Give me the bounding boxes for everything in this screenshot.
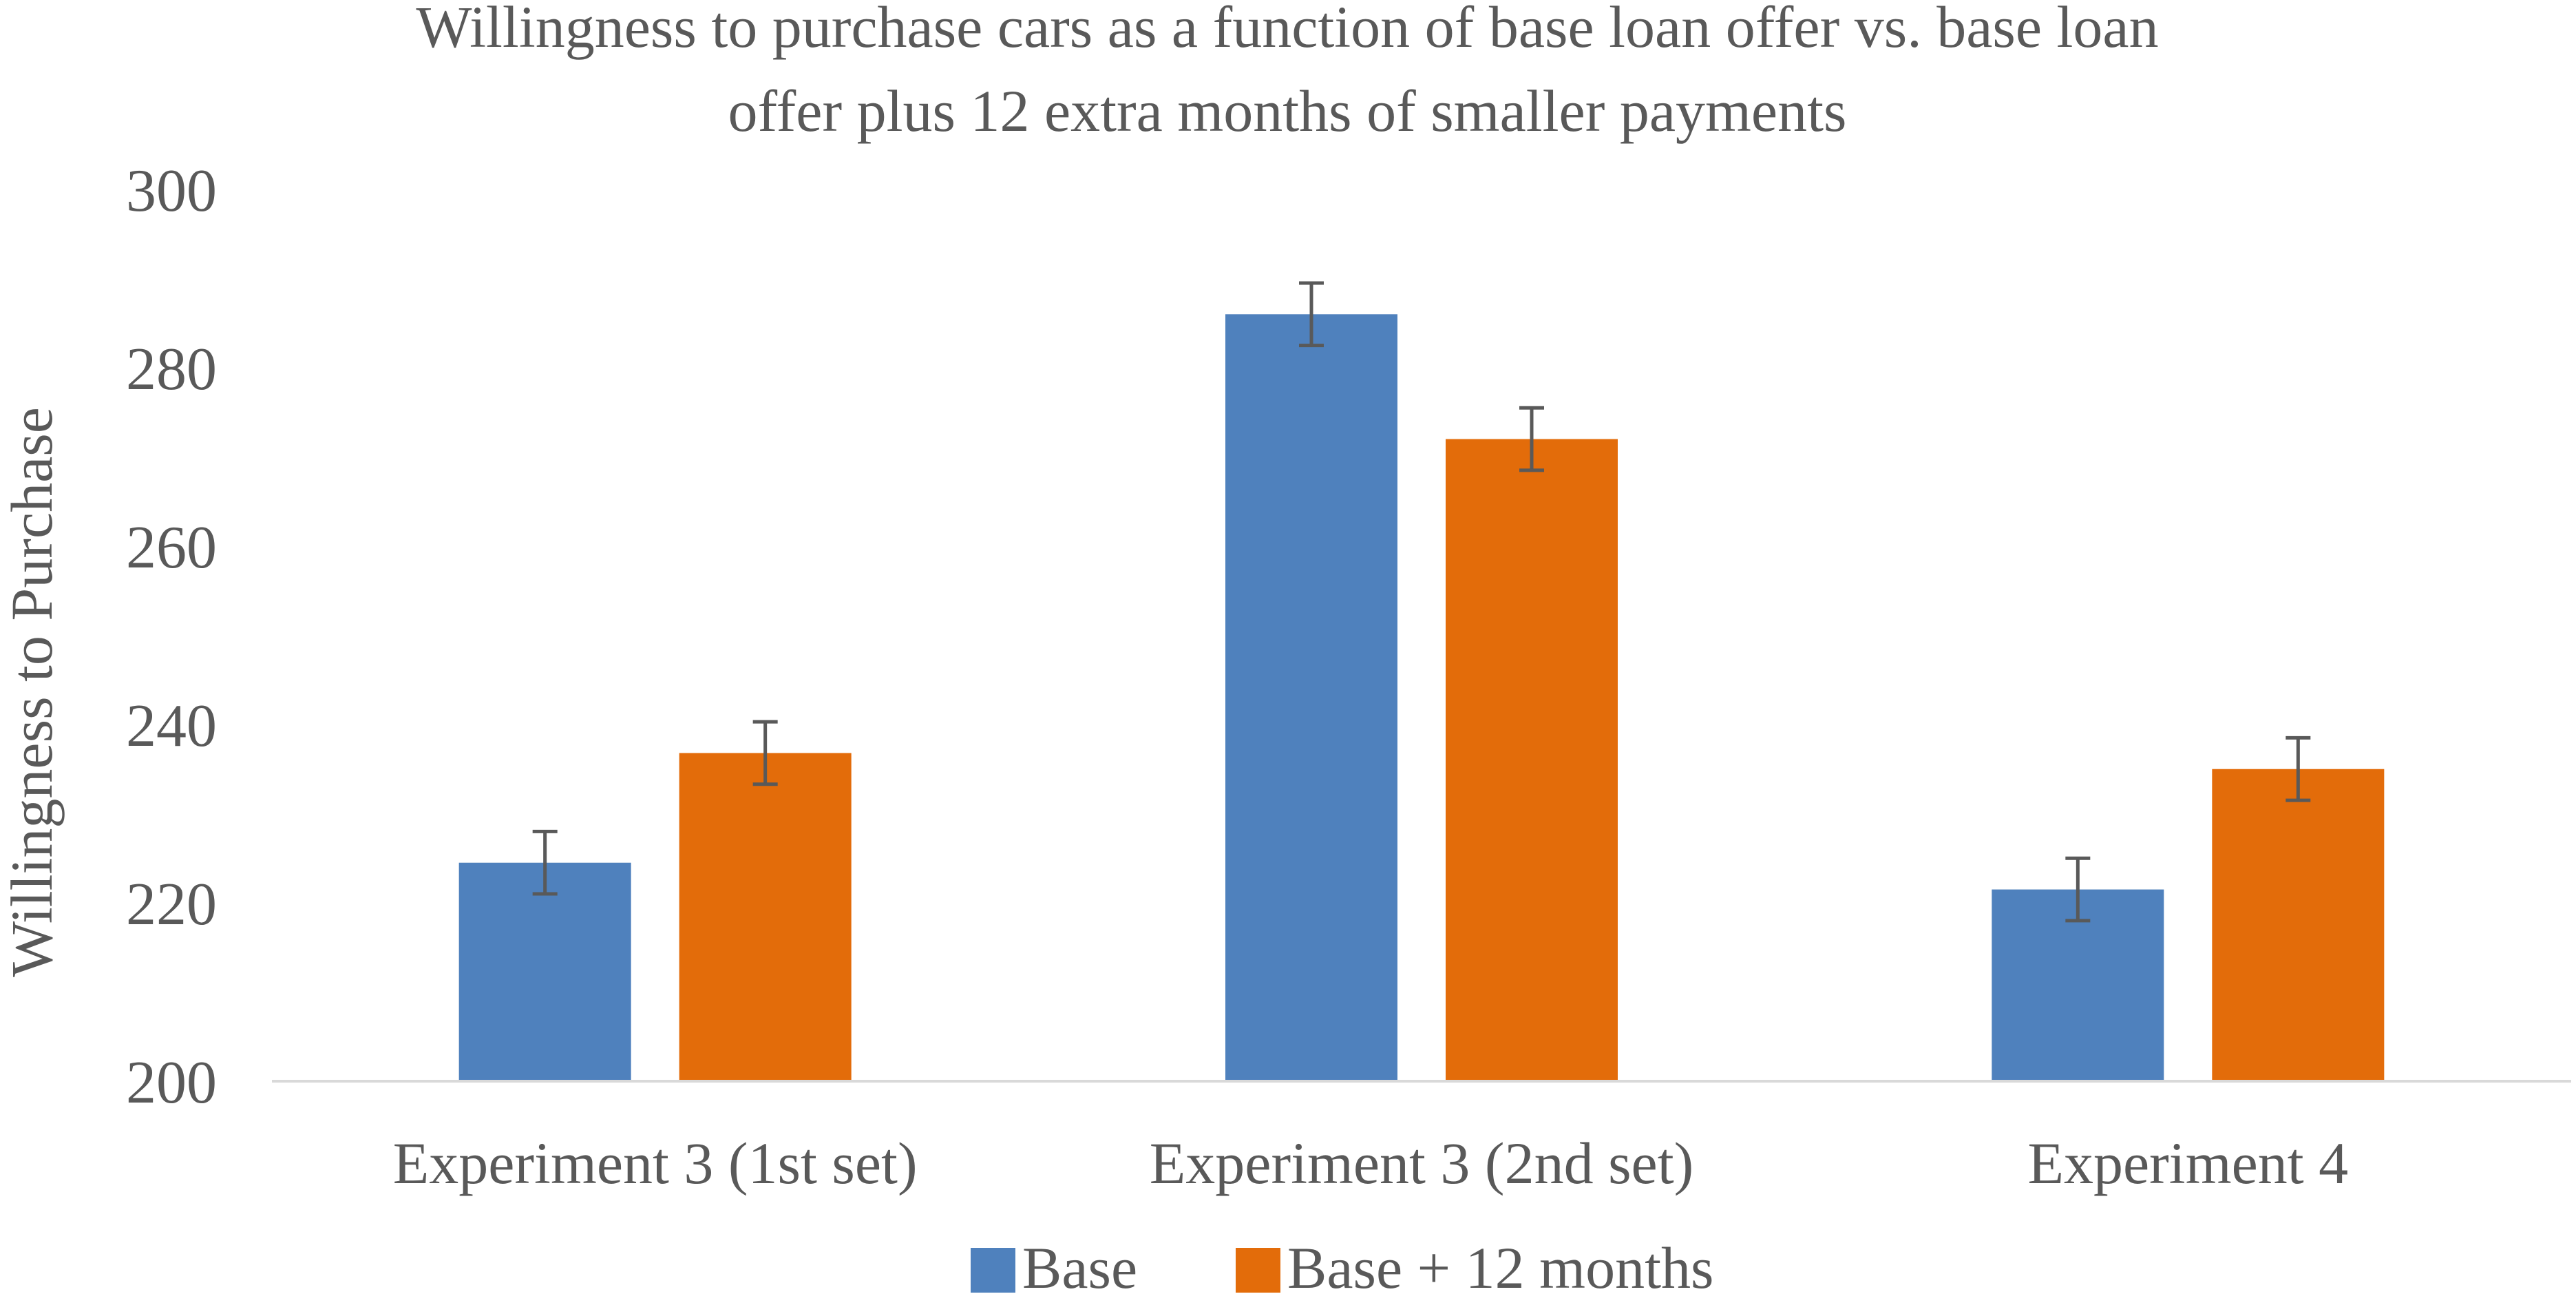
y-tick-label: 280 (126, 336, 217, 403)
legend-swatch (1236, 1248, 1280, 1293)
legend-item-base-plus-12-months: Base + 12 months (1236, 1235, 1713, 1294)
y-axis: 200 220 240 260 280 300 (126, 158, 217, 1116)
chart-title-line-2: offer plus 12 extra months of smaller pa… (728, 78, 1847, 144)
y-tick-label: 220 (126, 871, 217, 938)
legend-item-base: Base (971, 1235, 1137, 1294)
bar-base (1225, 314, 1397, 1081)
bar-base-plus-12-months (2212, 769, 2385, 1081)
legend: Base Base + 12 months (971, 1235, 1713, 1294)
y-axis-title: Willingness to Purchase (0, 407, 65, 977)
legend-label: Base + 12 months (1287, 1235, 1713, 1294)
y-tick-label: 200 (126, 1050, 217, 1116)
error-bar (532, 829, 558, 896)
error-bar (752, 720, 778, 786)
y-tick-label: 260 (126, 514, 217, 581)
bar-base-plus-12-months (1446, 439, 1618, 1081)
error-bar (2065, 856, 2091, 923)
x-axis: Experiment 3 (1st set) Experiment 3 (2nd … (393, 1130, 2348, 1196)
error-bar (2285, 735, 2311, 802)
y-tick-label: 240 (126, 693, 217, 760)
legend-label: Base (1022, 1235, 1137, 1294)
error-bar (1519, 406, 1544, 472)
bar-base (458, 862, 631, 1081)
plot-area (458, 281, 2385, 1081)
chart-title-line-1: Willingness to purchase cars as a functi… (416, 0, 2158, 60)
legend-swatch (971, 1248, 1015, 1293)
bar-base-plus-12-months (679, 753, 852, 1081)
x-tick-label: Experiment 4 (2027, 1130, 2348, 1196)
y-tick-label: 300 (126, 158, 217, 225)
error-bar (1299, 281, 1324, 348)
x-tick-label: Experiment 3 (1st set) (393, 1130, 918, 1196)
x-tick-label: Experiment 3 (2nd set) (1150, 1130, 1694, 1196)
